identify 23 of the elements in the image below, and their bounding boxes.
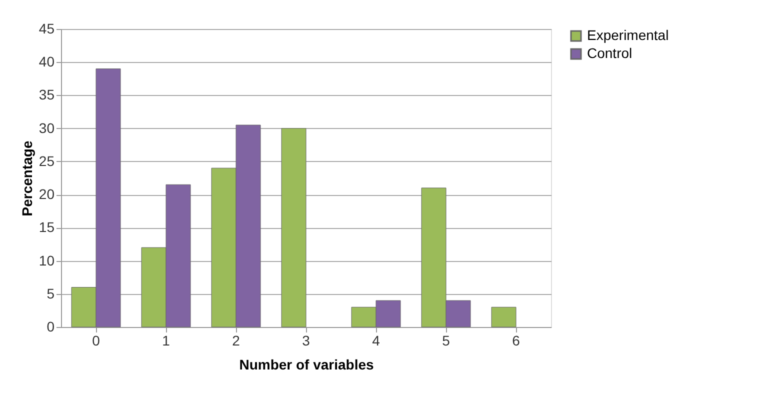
y-tick-label: 25 xyxy=(38,152,55,169)
x-tick-label: 1 xyxy=(162,332,170,348)
bar xyxy=(281,128,306,328)
x-tick-label: 5 xyxy=(442,332,450,348)
x-tick-label: 0 xyxy=(92,332,100,348)
legend-label: Experimental xyxy=(587,27,669,43)
x-tick-label: 6 xyxy=(512,332,520,348)
y-tick-label: 20 xyxy=(38,186,55,202)
x-tick-label: 3 xyxy=(302,332,310,348)
x-axis-title: Number of variables xyxy=(239,356,374,372)
y-tick-label: 5 xyxy=(46,285,55,302)
bar xyxy=(491,306,516,328)
y-axis-title: Percentage xyxy=(18,140,35,216)
y-tick-label: 45 xyxy=(38,20,55,36)
y-tick-label: 15 xyxy=(38,219,55,236)
legend-label: Control xyxy=(587,45,632,61)
y-tick-label: 30 xyxy=(38,120,55,136)
y-tick-label: 10 xyxy=(38,252,55,268)
y-tick-label: 0 xyxy=(46,318,55,334)
x-tick-label: 4 xyxy=(372,332,380,348)
y-tick-label: 40 xyxy=(38,54,55,70)
x-tick-label: 2 xyxy=(232,332,240,348)
y-tick-label: 35 xyxy=(38,86,55,103)
